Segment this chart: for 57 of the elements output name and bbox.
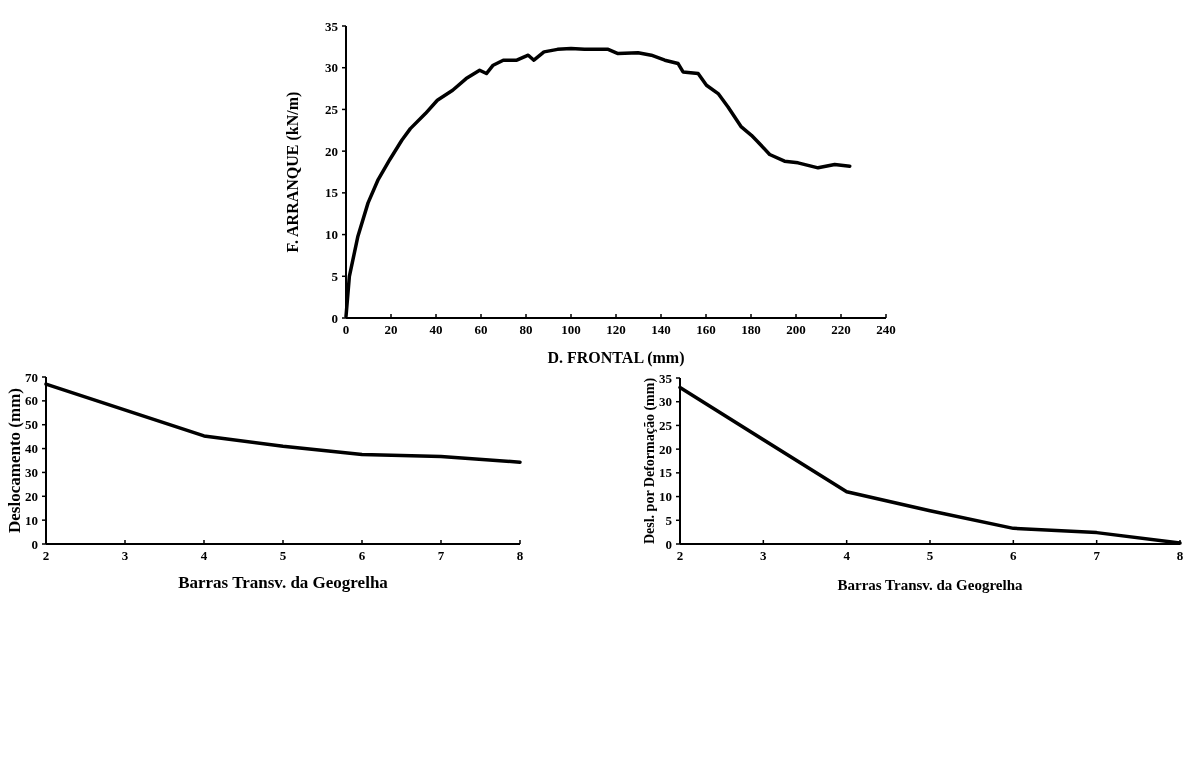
- x-tick-label: 0: [342, 322, 350, 337]
- x-tick-label: 8: [1176, 548, 1184, 563]
- x-tick-label: 2: [42, 548, 50, 563]
- y-tick-label: 30: [25, 464, 38, 480]
- x-tick-label: 100: [561, 322, 581, 337]
- y-tick-label: 30: [325, 60, 338, 76]
- y-axis-title: F. ARRANQUE (kN/m): [284, 91, 302, 253]
- x-tick-label: 8: [516, 548, 524, 563]
- x-tick-label: 220: [831, 322, 851, 337]
- y-tick-label: 10: [25, 512, 38, 528]
- x-tick-label: 6: [1010, 548, 1018, 563]
- y-tick-label: 20: [325, 143, 338, 159]
- y-axis-title: Desl. por Deformação (mm): [642, 377, 658, 545]
- y-tick-label: 10: [325, 227, 338, 243]
- x-tick-label: 4: [843, 548, 851, 563]
- y-tick-label: 15: [325, 185, 339, 201]
- x-tick-label: 7: [437, 548, 445, 563]
- y-tick-label: 60: [25, 393, 38, 409]
- x-tick-label: 5: [279, 548, 287, 563]
- x-tick-label: 80: [519, 322, 533, 337]
- x-tick-label: 200: [786, 322, 806, 337]
- x-tick-label: 240: [876, 322, 896, 337]
- y-tick-label: 10: [659, 489, 672, 505]
- x-axis-title: Barras Transv. da Geogrelha: [837, 577, 1023, 593]
- y-tick-label: 30: [659, 394, 672, 410]
- x-tick-label: 2: [676, 548, 684, 563]
- x-tick-label: 4: [200, 548, 208, 563]
- x-tick-label: 3: [121, 548, 129, 563]
- y-tick-label: 35: [659, 370, 673, 386]
- x-tick-label: 60: [474, 322, 488, 337]
- x-tick-label: 5: [926, 548, 934, 563]
- y-axis-title: Deslocamento (mm): [5, 388, 24, 533]
- y-tick-label: 20: [25, 488, 38, 504]
- y-tick-label: 0: [331, 310, 338, 326]
- y-tick-label: 70: [25, 369, 38, 385]
- y-tick-label: 40: [25, 441, 38, 457]
- x-tick-label: 40: [429, 322, 443, 337]
- y-tick-label: 0: [665, 536, 672, 552]
- x-tick-label: 160: [696, 322, 716, 337]
- x-axis-title: Barras Transv. da Geogrelha: [178, 573, 389, 592]
- y-tick-label: 5: [665, 512, 673, 528]
- x-tick-label: 120: [606, 322, 626, 337]
- x-axis-title: D. FRONTAL (mm): [547, 349, 685, 367]
- x-tick-label: 7: [1093, 548, 1101, 563]
- y-tick-label: 35: [325, 18, 339, 34]
- x-tick-label: 3: [760, 548, 768, 563]
- y-tick-label: 25: [325, 101, 339, 117]
- y-tick-label: 15: [659, 465, 673, 481]
- x-tick-label: 180: [741, 322, 761, 337]
- y-tick-label: 5: [331, 268, 339, 284]
- y-tick-label: 50: [25, 417, 38, 433]
- x-tick-label: 6: [358, 548, 366, 563]
- y-tick-label: 0: [31, 536, 38, 552]
- x-tick-label: 140: [651, 322, 671, 337]
- y-tick-label: 20: [659, 441, 672, 457]
- x-tick-label: 20: [384, 322, 398, 337]
- y-tick-label: 25: [659, 417, 673, 433]
